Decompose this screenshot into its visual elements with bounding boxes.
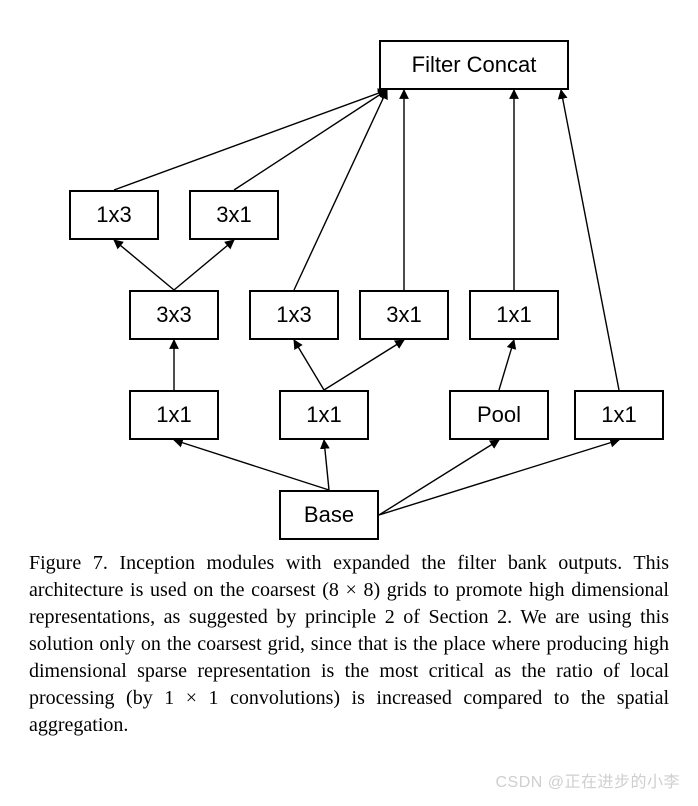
node-n_1x1_mb: 1x1 xyxy=(279,390,369,440)
edge-n_pool-to-n_1x1_r xyxy=(499,340,514,390)
node-n_3x1_b: 3x1 xyxy=(359,290,449,340)
edge-n_3x3-to-n_1x3_a xyxy=(114,240,174,290)
node-n_3x1_a: 3x1 xyxy=(189,190,279,240)
node-n_1x3_a: 1x3 xyxy=(69,190,159,240)
node-n_3x3: 3x3 xyxy=(129,290,219,340)
node-n_1x1_lb: 1x1 xyxy=(129,390,219,440)
figure-caption: Figure 7. Inception modules with expande… xyxy=(29,550,669,739)
edge-n_base-to-n_pool xyxy=(379,440,499,515)
edge-n_1x3_b-to-filter_concat xyxy=(294,90,387,290)
node-filter_concat: Filter Concat xyxy=(379,40,569,90)
edge-n_3x1_a-to-filter_concat xyxy=(234,90,387,190)
edge-n_3x3-to-n_3x1_a xyxy=(174,240,234,290)
edge-n_base-to-n_1x1_lb xyxy=(174,440,329,490)
edge-n_1x1_mb-to-n_3x1_b xyxy=(324,340,404,390)
node-n_1x1_r: 1x1 xyxy=(469,290,559,340)
node-n_base: Base xyxy=(279,490,379,540)
edge-n_base-to-n_1x1_mb xyxy=(324,440,329,490)
edges-layer xyxy=(29,20,669,540)
watermark: CSDN @正在进步的小李 xyxy=(495,768,680,792)
node-n_1x1_rb: 1x1 xyxy=(574,390,664,440)
edge-n_1x1_mb-to-n_1x3_b xyxy=(294,340,324,390)
node-n_pool: Pool xyxy=(449,390,549,440)
diagram-container: Filter Concat 1x3 3x1 3x3 1x3 3x1 1x1 1x1 1x1 Poo… xyxy=(29,20,669,540)
node-n_1x3_b: 1x3 xyxy=(249,290,339,340)
edge-n_1x3_a-to-filter_concat xyxy=(114,90,387,190)
edge-n_1x1_rb-to-filter_concat xyxy=(561,90,619,390)
edge-n_base-to-n_1x1_rb xyxy=(379,440,619,515)
